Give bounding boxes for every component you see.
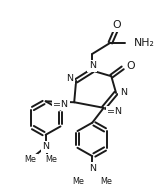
- Text: N: N: [42, 142, 49, 151]
- Text: N: N: [89, 61, 96, 70]
- Text: N: N: [89, 164, 96, 173]
- Text: N: N: [66, 74, 73, 83]
- Text: Me: Me: [24, 155, 36, 164]
- Text: Me: Me: [46, 155, 57, 164]
- Text: O: O: [113, 20, 121, 30]
- Text: O: O: [127, 61, 135, 71]
- Text: Me: Me: [101, 177, 112, 184]
- Text: NH₂: NH₂: [134, 38, 155, 48]
- Text: Me: Me: [72, 177, 84, 184]
- Text: =N: =N: [107, 107, 122, 116]
- Text: N: N: [120, 89, 127, 98]
- Text: =N: =N: [54, 100, 68, 109]
